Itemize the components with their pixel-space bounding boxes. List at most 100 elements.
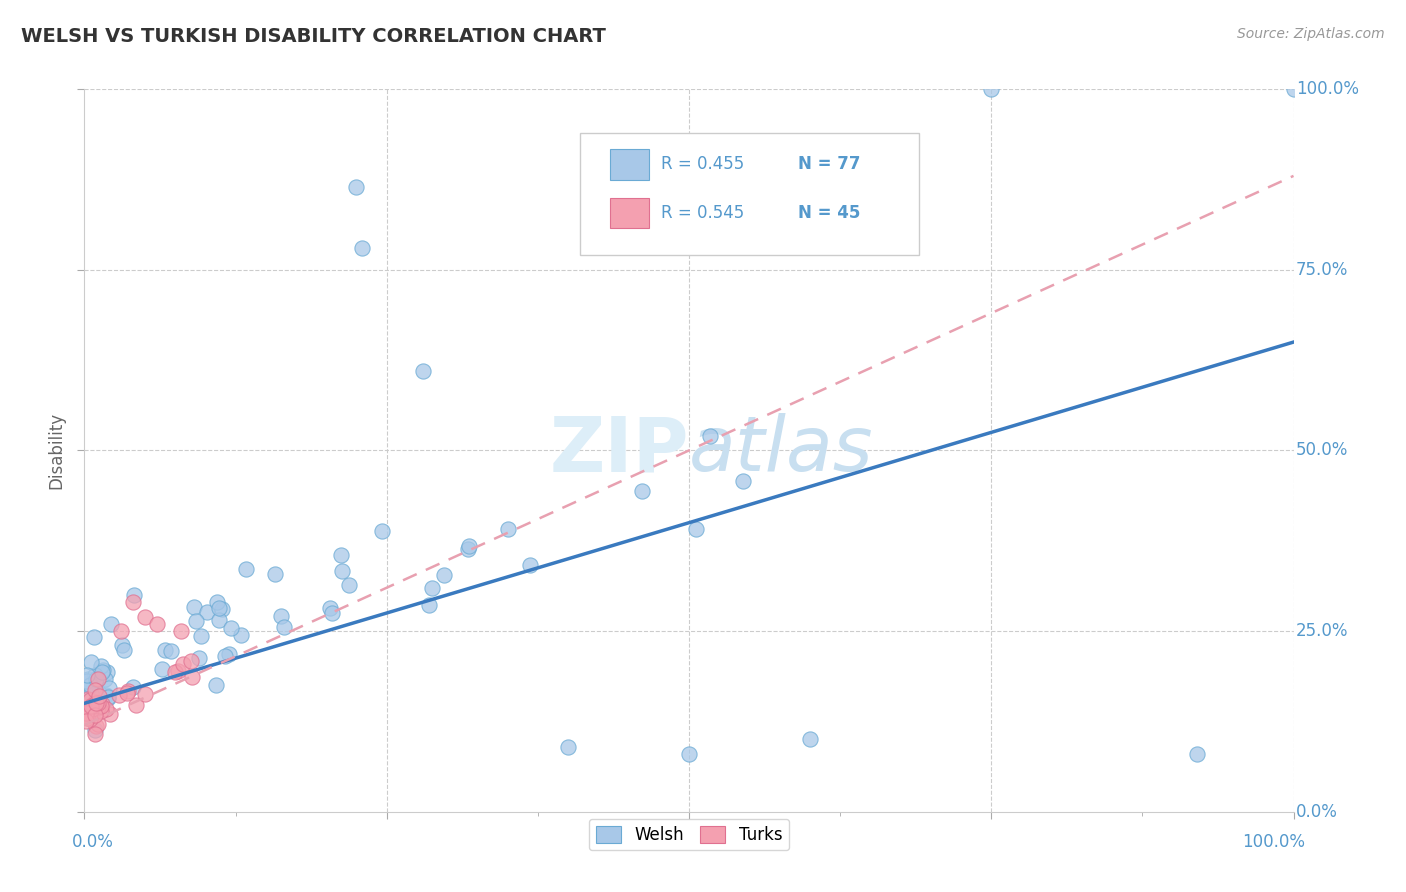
Bar [610,197,650,228]
Point [91,663,114,677]
Point [330,564,353,578]
Point [160,644,183,658]
Point [699,429,721,443]
Point [79,687,101,701]
Point [83,668,105,682]
Point [90,705,112,719]
Text: N = 77: N = 77 [797,155,860,173]
Point [219,621,242,635]
Point [87,716,110,731]
Text: Source: ZipAtlas.com: Source: ZipAtlas.com [1237,27,1385,41]
Bar [610,149,650,179]
Point [80,655,103,669]
Point [420,581,443,595]
Point [346,179,368,194]
Point [94,701,117,715]
Point [84,682,107,697]
Point [273,620,295,634]
Point [125,698,148,712]
Point [94,688,117,702]
Point [96,665,118,679]
Point [84,719,107,733]
Point [731,474,754,488]
Point [82,698,104,712]
Point [208,600,231,615]
Point [86,673,108,687]
Point [496,522,519,536]
Point [87,696,110,710]
Point [110,624,132,639]
Point [352,241,374,255]
Point [207,595,229,609]
Point [83,708,105,723]
Point [87,685,110,699]
Point [211,602,233,616]
Point [181,670,204,684]
Point [519,558,541,572]
Text: R = 0.545: R = 0.545 [661,203,744,222]
Point [100,617,122,632]
Point [371,524,394,538]
Point [82,698,104,712]
Point [76,711,98,725]
Point [195,605,218,619]
Point [76,667,98,681]
Point [111,638,134,652]
Point [263,567,285,582]
Text: 25.0%: 25.0% [1296,622,1348,640]
Point [214,649,236,664]
Point [121,595,143,609]
Point [80,678,103,692]
Point [121,680,143,694]
Point [457,539,479,553]
Point [77,691,100,706]
Point [77,672,100,686]
Point [557,739,579,754]
Point [86,697,108,711]
Point [79,699,101,714]
Point [321,607,343,621]
Point [94,672,117,686]
Point [79,678,101,692]
Point [98,706,121,721]
Point [82,698,104,713]
Point [83,723,105,737]
Point [77,700,100,714]
Point [90,665,112,680]
Point [134,687,156,701]
Point [97,681,120,696]
FancyBboxPatch shape [581,133,918,255]
Point [208,613,231,627]
Point [685,522,707,536]
Point [337,578,360,592]
Point [84,696,107,710]
Point [187,650,209,665]
Point [97,690,120,705]
Text: R = 0.455: R = 0.455 [661,155,744,173]
Point [75,706,97,721]
Point [204,678,226,692]
Text: WELSH VS TURKISH DISABILITY CORRELATION CHART: WELSH VS TURKISH DISABILITY CORRELATION … [21,27,606,45]
Point [270,609,292,624]
Point [97,690,120,705]
Point [75,710,97,724]
Point [980,82,1002,96]
Point [86,696,108,710]
Point [235,561,257,575]
Point [183,600,205,615]
Point [167,664,190,678]
Point [84,695,107,709]
Text: 100.0%: 100.0% [1296,80,1360,98]
Y-axis label: Disability: Disability [48,412,66,489]
Point [79,692,101,706]
Point [117,684,139,698]
Point [631,483,654,498]
Point [83,675,105,690]
Point [87,672,110,686]
Point [170,624,193,639]
Point [76,673,98,688]
Point [87,700,110,714]
Point [1282,82,1305,96]
Point [412,364,434,378]
Point [799,732,821,747]
